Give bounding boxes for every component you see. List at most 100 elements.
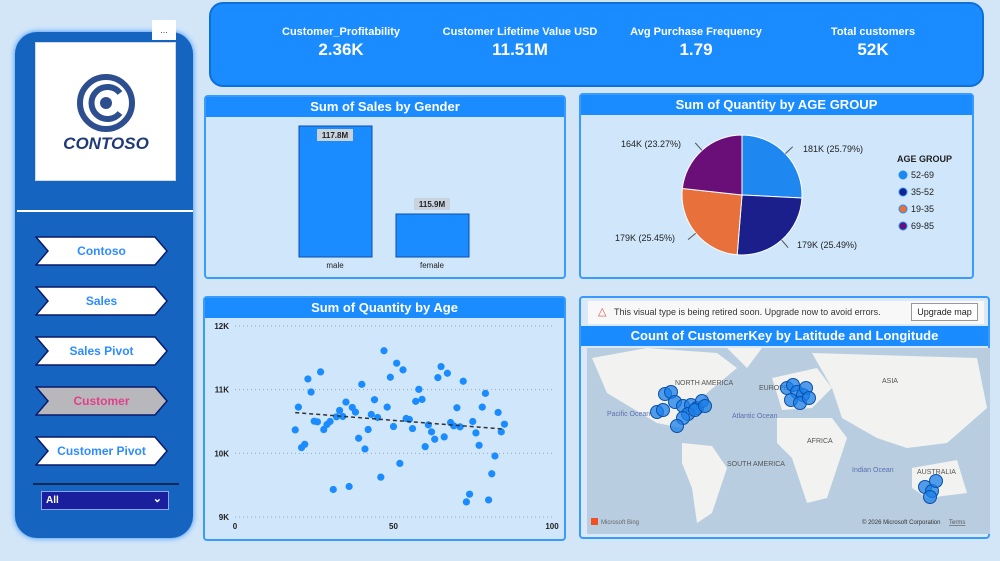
- data-point: [465, 490, 474, 498]
- map-label: AUSTRALIA: [917, 469, 956, 476]
- kpi-label: Customer_Profitability: [282, 26, 400, 38]
- divider: [17, 210, 193, 212]
- legend-marker: [898, 204, 908, 214]
- x-tick-label: 100: [545, 522, 559, 531]
- data-point: [313, 418, 322, 426]
- pie-slice-35-52: [736, 194, 803, 256]
- y-tick-label: 12K: [214, 322, 229, 331]
- nav-customer-pivot[interactable]: Customer Pivot: [35, 436, 168, 466]
- data-point: [450, 422, 458, 430]
- kpi-card: Customer_Profitability 2.36K Customer Lif…: [209, 2, 984, 87]
- data-point: [358, 380, 366, 388]
- nav-sales-pivot[interactable]: Sales Pivot: [35, 336, 168, 366]
- data-point: [361, 445, 369, 453]
- data-point: [434, 374, 442, 382]
- data-point: [345, 482, 353, 491]
- data-point: [291, 426, 299, 434]
- warning-text: This visual type is being retired soon. …: [614, 307, 881, 317]
- data-point: [399, 366, 407, 374]
- map-label: SOUTH AMERICA: [727, 461, 785, 468]
- map-label: EUROPE: [759, 385, 789, 392]
- chart-title: Sum of Quantity by Age: [205, 298, 564, 318]
- data-label: 117.8M: [322, 131, 349, 140]
- map-label: Indian Ocean: [852, 467, 894, 474]
- leader-line: [694, 142, 703, 151]
- bar-female: [395, 213, 470, 258]
- map-label: AFRICA: [807, 438, 833, 445]
- data-point: [497, 428, 505, 436]
- data-point: [329, 485, 337, 494]
- landmass: [812, 353, 987, 448]
- nav-label: Contoso: [77, 244, 126, 258]
- y-tick-label: 11K: [215, 386, 229, 395]
- filter-dropdown[interactable]: All ⌄: [41, 491, 169, 510]
- data-label-bg: [414, 198, 450, 210]
- x-tick-label: female: [420, 261, 445, 270]
- nav-contoso[interactable]: Contoso: [35, 236, 168, 266]
- sales-by-gender-chart: Sum of Sales by Gender 117.8M male 115.9M f…: [204, 95, 566, 279]
- terms-link[interactable]: Terms: [949, 520, 965, 526]
- data-point: [336, 406, 344, 415]
- data-point: [469, 417, 477, 426]
- pie-slice-69-85: [681, 134, 743, 196]
- kpi-clv: Customer Lifetime Value USD 11.51M: [435, 26, 605, 60]
- data-point: [383, 403, 391, 411]
- chart-title: Sum of Quantity by AGE GROUP: [581, 95, 972, 115]
- y-tick-label: 9K: [219, 513, 229, 522]
- map-canvas[interactable]: NORTH AMERICA EUROPE ASIA AFRICA SOUTH AMERI…: [587, 348, 990, 534]
- data-point: [294, 403, 302, 411]
- nav-label: Sales: [85, 294, 118, 308]
- kpi-label: Customer Lifetime Value USD: [442, 26, 598, 38]
- retirement-warning-bar: △ This visual type is being retired soon…: [588, 301, 984, 324]
- kpi-label: Avg Purchase Frequency: [630, 26, 762, 38]
- data-point: [491, 452, 499, 460]
- data-point: [326, 417, 334, 426]
- map-label: ASIA: [882, 378, 898, 385]
- kpi-value: 52K: [857, 40, 889, 59]
- kpi-total-customers: Total customers 52K: [788, 26, 958, 60]
- data-point: [339, 412, 347, 421]
- svg-text:CONTOSO: CONTOSO: [63, 134, 149, 153]
- data-point: [415, 385, 423, 393]
- slice-label: 179K (25.49%): [797, 240, 857, 250]
- data-point: [478, 403, 486, 411]
- x-tick-label: male: [326, 261, 344, 270]
- kpi-value: 1.79: [679, 40, 713, 59]
- data-point: [443, 369, 451, 377]
- upgrade-map-button[interactable]: Upgrade map: [911, 303, 978, 321]
- data-point: [485, 496, 493, 504]
- data-point: [418, 395, 426, 404]
- nav-customer[interactable]: Customer: [35, 386, 168, 416]
- map-bubble: [802, 391, 816, 405]
- more-options-button[interactable]: ...: [152, 20, 176, 40]
- data-point: [472, 429, 480, 437]
- map-bubble: [923, 490, 937, 504]
- nav-label: Customer: [73, 394, 130, 408]
- leader-line: [781, 239, 789, 248]
- data-point: [456, 423, 464, 431]
- filter-value: All: [46, 495, 59, 506]
- contoso-logo: CONTOSO: [35, 42, 176, 181]
- pie-slice-52-69: [741, 134, 803, 199]
- data-point: [367, 410, 375, 419]
- legend-item: 35-52: [911, 187, 934, 197]
- map-bubble: [670, 419, 684, 433]
- nav-label: Customer Pivot: [57, 444, 146, 458]
- data-point: [389, 422, 398, 431]
- nav-sales[interactable]: Sales: [35, 286, 168, 316]
- data-point: [380, 347, 388, 355]
- data-point: [393, 359, 401, 367]
- microsoft-logo-icon: [591, 518, 598, 525]
- data-point: [431, 435, 439, 443]
- quantity-by-age-group-chart: Sum of Quantity by AGE GROUP 181K (25.79…: [579, 93, 974, 279]
- data-point: [459, 377, 467, 385]
- copyright: © 2026 Microsoft Corporation: [862, 519, 940, 526]
- data-point: [301, 440, 309, 448]
- kpi-frequency: Avg Purchase Frequency 1.79: [611, 26, 781, 60]
- slice-label: 179K (25.45%): [615, 233, 675, 243]
- legend-item: 52-69: [911, 170, 934, 180]
- data-point: [427, 428, 436, 436]
- data-point: [364, 425, 372, 434]
- data-point: [386, 373, 394, 381]
- data-point: [462, 498, 471, 506]
